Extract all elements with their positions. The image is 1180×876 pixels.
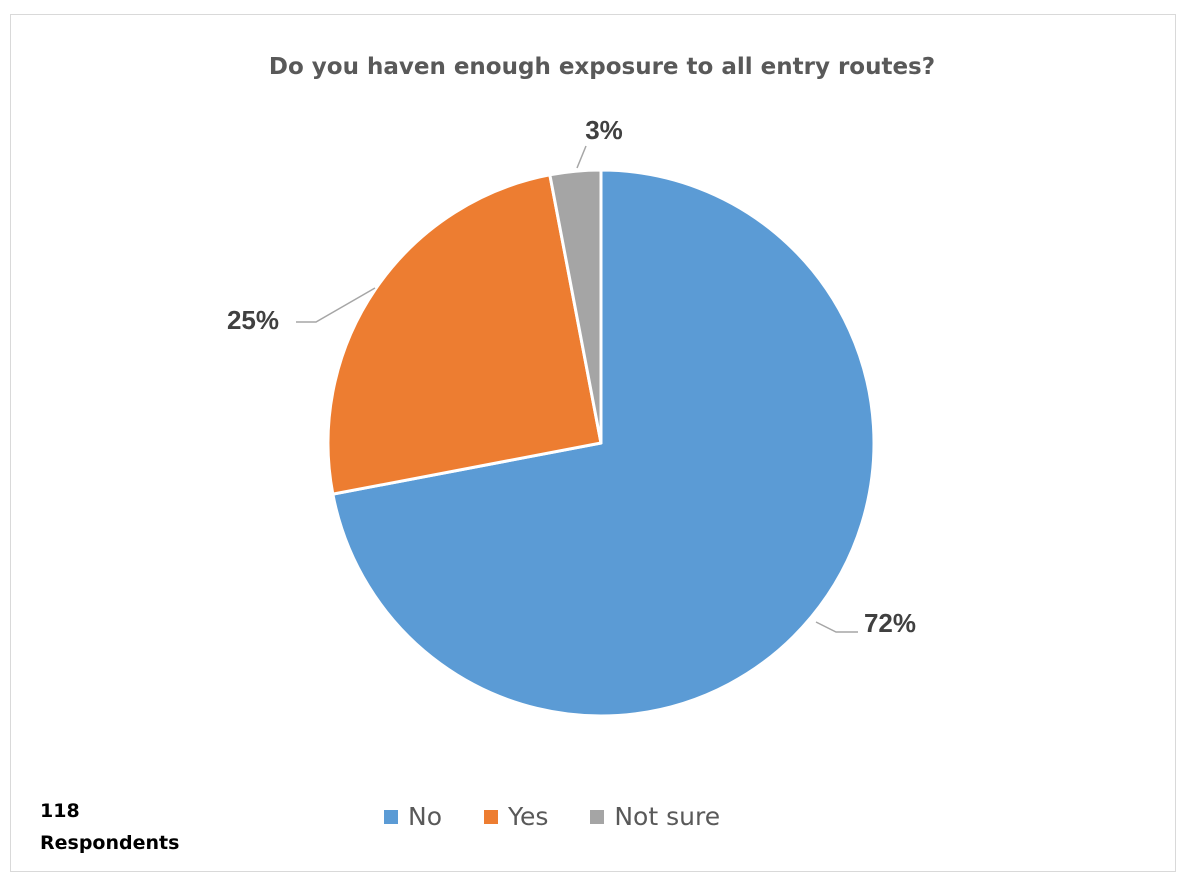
respondents-label: Respondents <box>40 832 180 854</box>
leader-line-no <box>815 621 858 633</box>
pie-slice-yes <box>326 173 603 496</box>
legend-item-no: No <box>384 802 442 831</box>
pie-slice-not-sure <box>548 168 603 445</box>
data-label-yes: 25% <box>227 305 279 335</box>
legend-item-yes: Yes <box>484 802 548 831</box>
chart-title: Do you haven enough exposure to all entr… <box>268 54 936 80</box>
legend-item-not-sure: Not sure <box>590 802 720 831</box>
pie-slice-no <box>331 168 876 718</box>
leader-line-yes <box>296 287 376 323</box>
data-label-not-sure: 3% <box>585 115 623 145</box>
legend-label-yes: Yes <box>508 802 549 831</box>
respondents-note: 118 Respondents <box>40 795 179 859</box>
chart-frame <box>10 14 1176 872</box>
leader-line-not-sure <box>576 145 587 169</box>
respondents-count: 118 <box>40 800 80 822</box>
data-label-no: 72% <box>864 608 916 638</box>
legend-label-no: No <box>408 802 442 831</box>
legend-swatch-not-sure <box>590 809 605 824</box>
legend: No Yes Not sure <box>384 802 762 831</box>
legend-swatch-no <box>384 809 398 824</box>
legend-swatch-yes <box>484 809 498 824</box>
legend-label-not-sure: Not sure <box>614 802 721 831</box>
